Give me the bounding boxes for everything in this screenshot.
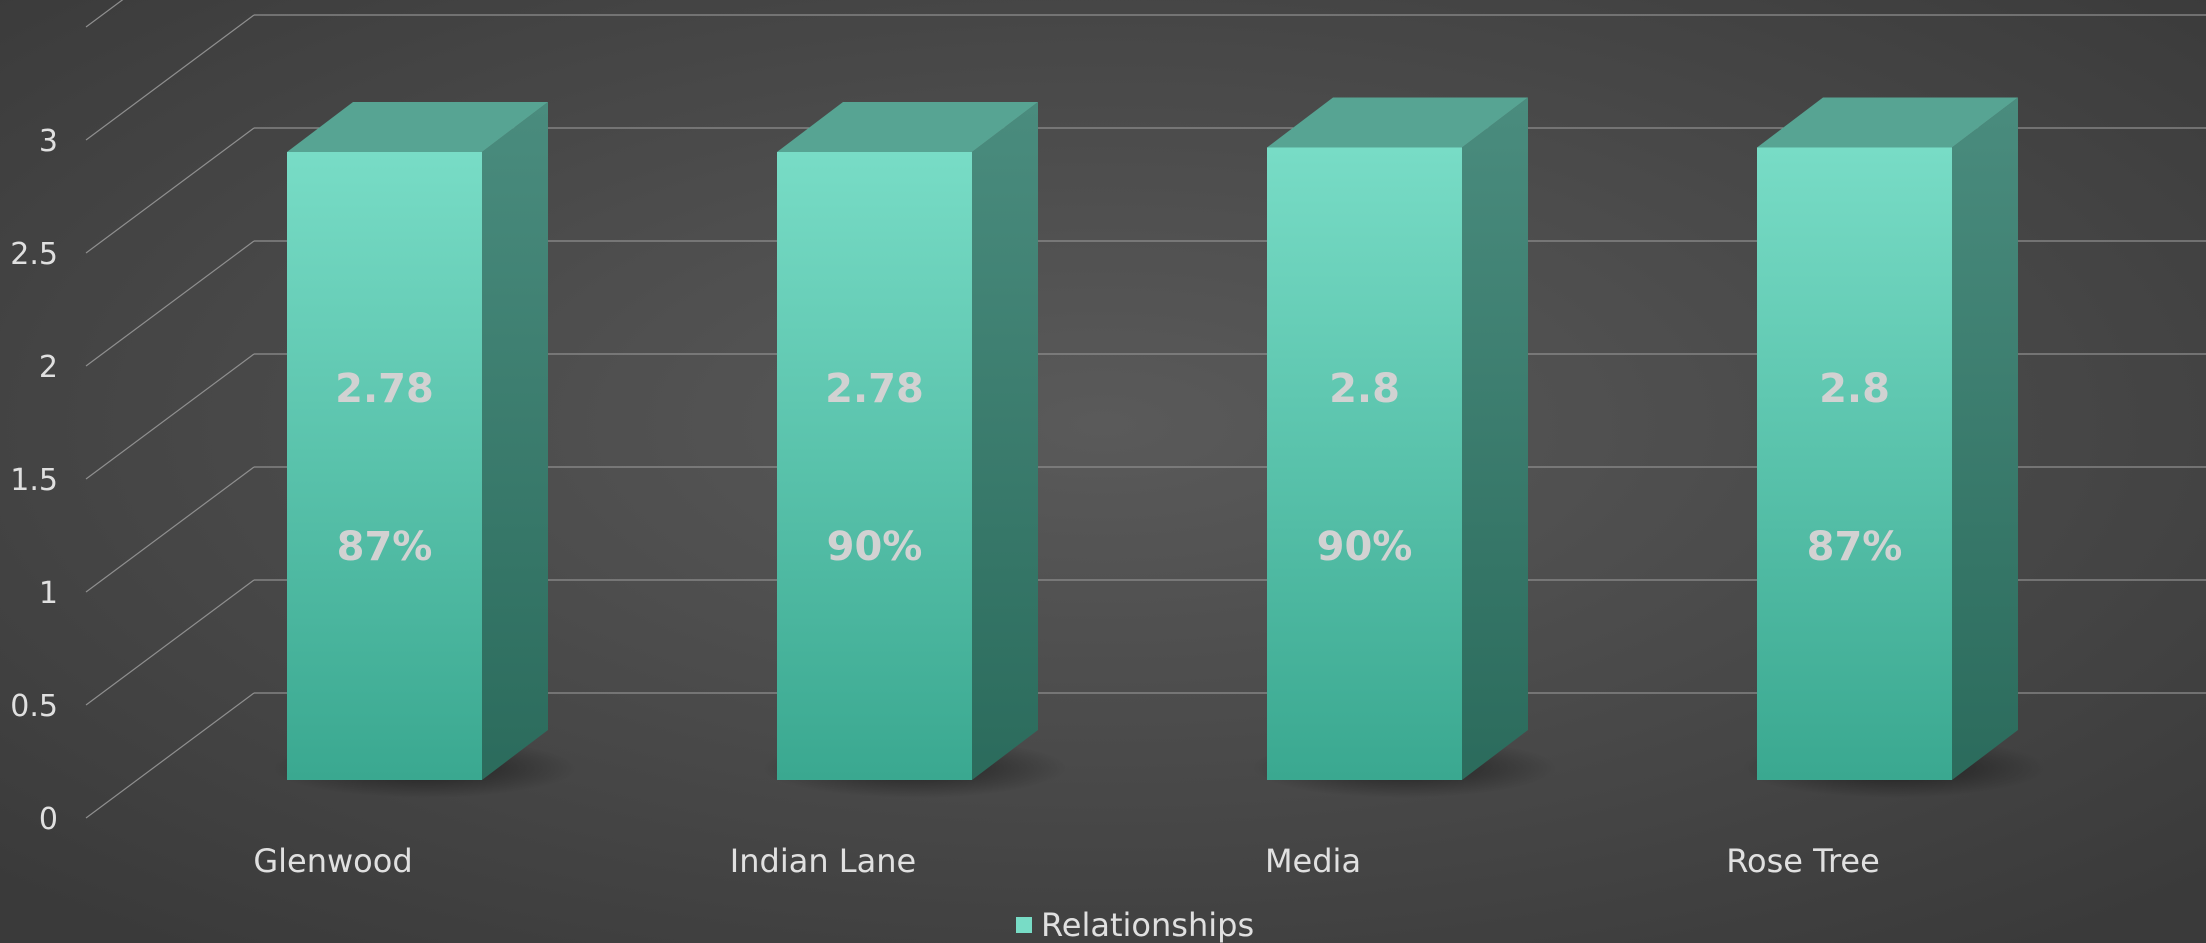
x-axis-category-labels: Glenwood Indian Lane Media Rose Tree <box>253 842 1879 880</box>
y-tick-label: 1 <box>39 576 58 611</box>
bar-percent-label: 90% <box>1317 524 1413 570</box>
bar: 2.78 87% <box>272 102 577 798</box>
bar-percent-label: 87% <box>337 524 433 570</box>
x-category-label: Glenwood <box>253 842 412 880</box>
legend-swatch-relationships <box>1016 917 1032 933</box>
y-tick-label: 3 <box>39 124 58 159</box>
x-category-label: Rose Tree <box>1726 842 1880 880</box>
bar-side <box>972 102 1038 780</box>
bar: 2.8 87% <box>1742 97 2047 798</box>
y-tick-label: 0 <box>39 802 58 837</box>
x-category-label: Indian Lane <box>730 842 916 880</box>
y-tick-label: 0.5 <box>10 689 58 724</box>
bar-percent-label: 87% <box>1807 524 1903 570</box>
bar-side <box>1462 97 1528 781</box>
y-tick-label: 2 <box>39 350 58 385</box>
bar-value-label: 2.8 <box>1819 366 1890 412</box>
bar-top <box>777 102 1038 152</box>
bar: 2.8 90% <box>1252 97 1557 798</box>
legend-label-relationships: Relationships <box>1041 906 1254 943</box>
x-category-label: Media <box>1265 842 1361 880</box>
y-axis-tick-labels: 0 0.5 1 1.5 2 2.5 3 <box>10 124 58 837</box>
bar-top <box>1267 97 1528 148</box>
bar-value-label: 2.8 <box>1329 366 1400 412</box>
bar-front <box>287 152 482 780</box>
bar-percent-label: 90% <box>827 524 923 570</box>
bar-value-label: 2.78 <box>335 366 434 412</box>
bar-side <box>482 102 548 780</box>
bar-top <box>287 102 548 152</box>
bar-front <box>1267 147 1462 781</box>
y-tick-label: 2.5 <box>10 237 58 272</box>
gridline <box>85 14 2206 141</box>
legend: Relationships <box>1016 906 1254 943</box>
bar-top <box>1757 97 2018 148</box>
y-tick-label: 1.5 <box>10 463 58 498</box>
bar: 2.78 90% <box>762 102 1067 798</box>
bar-front <box>777 152 972 780</box>
bar-side <box>1952 97 2018 781</box>
bar-front <box>1757 147 1952 781</box>
bars: 2.78 87% 2.78 90% 2.8 90% 2.8 87% <box>272 97 2047 798</box>
bar-value-label: 2.78 <box>825 366 924 412</box>
gridline <box>85 0 124 28</box>
